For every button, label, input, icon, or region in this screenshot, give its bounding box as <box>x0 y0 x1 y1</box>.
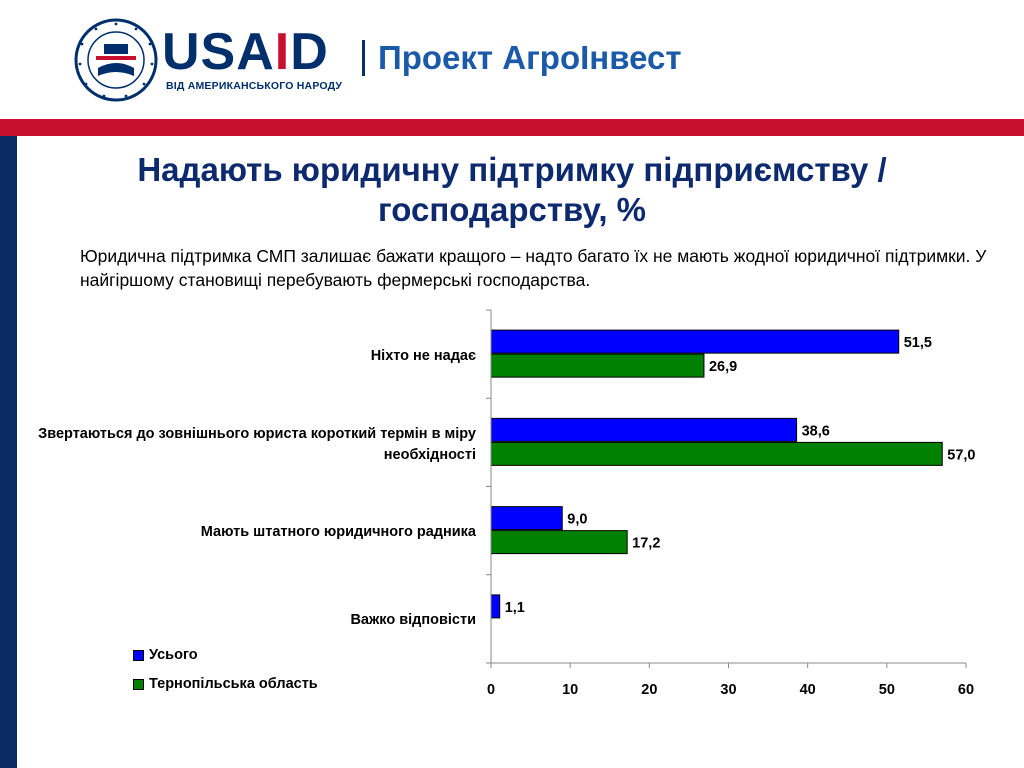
x-tick-label: 0 <box>487 682 495 698</box>
bar-series1-cat1 <box>490 441 943 466</box>
data-label-series0-cat1: 38,6 <box>802 423 830 439</box>
category-label-staff-advisor: Мають штатного юридичного радника <box>200 524 476 540</box>
slide-subtitle: Юридична підтримка СМП залишає бажати кр… <box>80 246 987 290</box>
bar-series0-cat1 <box>490 417 798 442</box>
bar-series0-cat3 <box>490 594 501 619</box>
usaid-tagline: ВІД АМЕРИКАНСЬКОГО НАРОДУ <box>166 80 343 92</box>
legend-item-ternopil: Тернопільська область <box>133 676 318 692</box>
legend-label-ternopil: Тернопільська область <box>149 676 318 692</box>
category-label-hard-to-say: Важко відповісти <box>350 612 476 628</box>
logo-separator <box>362 40 365 76</box>
project-name: Проект АгроІнвест <box>378 39 682 76</box>
usaid-wordmark: USAID <box>162 23 329 81</box>
x-tick-label: 30 <box>720 682 736 698</box>
data-label-series1-cat2: 17,2 <box>632 536 660 552</box>
left-accent-bar <box>0 136 17 768</box>
slide-title: Надають юридичну підтримку підприємству … <box>137 151 887 228</box>
header-red-band <box>0 119 1024 136</box>
category-label-external-lawyer: Звертаються до зовнішнього юриста коротк… <box>38 426 476 463</box>
data-label-series0-cat0: 51,5 <box>904 335 932 351</box>
x-tick-label: 20 <box>641 682 657 698</box>
data-label-series1-cat1: 57,0 <box>947 447 975 463</box>
category-label-nobody: Ніхто не надає <box>370 348 476 364</box>
x-tick-label: 60 <box>958 682 974 698</box>
x-tick-label: 10 <box>562 682 578 698</box>
data-label-series1-cat0: 26,9 <box>709 359 737 375</box>
bar-series0-cat2 <box>490 506 563 531</box>
legend-item-total: Усього <box>133 647 198 663</box>
legend-swatch-ternopil <box>133 678 144 690</box>
legend-label-total: Усього <box>149 647 198 663</box>
x-tick-label: 50 <box>879 682 895 698</box>
usaid-seal-logo <box>74 18 158 102</box>
x-tick-label: 40 <box>800 682 816 698</box>
bar-series1-cat0 <box>490 353 705 378</box>
data-label-series0-cat3: 1,1 <box>505 600 525 616</box>
legend-swatch-total <box>133 649 144 661</box>
bar-series1-cat2 <box>490 530 628 555</box>
data-label-series0-cat2: 9,0 <box>567 512 587 528</box>
bar-series0-cat0 <box>490 329 900 354</box>
